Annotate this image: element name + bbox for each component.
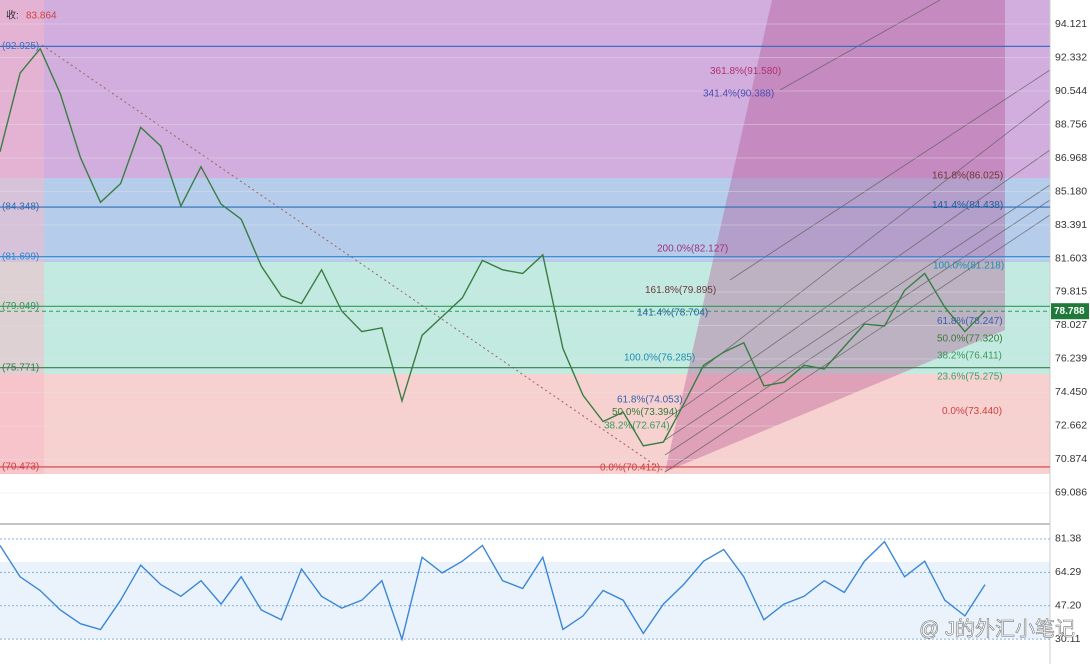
fib-label: 50.0%(77.320) <box>937 333 1003 344</box>
fib-label: 141.4%(78.704) <box>637 307 708 318</box>
y-tick-label: 86.968 <box>1055 152 1087 164</box>
y-tick-label: 94.121 <box>1055 18 1087 30</box>
fib-label: 38.2%(76.411) <box>937 350 1002 361</box>
fib-label: 100.0%(76.285) <box>624 353 695 364</box>
channel-line <box>664 184 1051 441</box>
fib-label: 161.8%(79.895) <box>645 285 716 296</box>
level-label: (70.473) <box>2 462 39 473</box>
zone <box>0 0 1050 178</box>
zone <box>0 178 1050 262</box>
header-label: 收: <box>6 9 19 22</box>
last-price-box <box>1051 303 1089 320</box>
fib-label: 38.2%(72.674) <box>604 420 670 431</box>
y-tick-label: 30.11 <box>1055 633 1081 645</box>
y-tick-label: 83.391 <box>1055 219 1087 231</box>
last-price-label: 78.788 <box>1054 306 1085 317</box>
fib-label: 341.4%(90.388) <box>703 89 774 100</box>
y-tick-label: 79.815 <box>1055 286 1087 298</box>
fib-label: 361.8%(91.580) <box>710 66 781 77</box>
fib-channel <box>665 0 1005 472</box>
y-tick-label: 78.027 <box>1055 319 1087 331</box>
y-tick-label: 76.239 <box>1055 353 1087 365</box>
channel-line <box>664 149 1051 421</box>
rsi-band <box>0 562 1050 639</box>
channel-line <box>779 0 941 91</box>
series-line <box>0 47 986 447</box>
y-tick-label: 88.756 <box>1055 118 1087 130</box>
y-tick-label: 72.662 <box>1055 420 1087 432</box>
fib-label: 23.6%(75.275) <box>937 372 1003 383</box>
channel-line <box>729 69 1051 281</box>
channel-line <box>664 214 1051 473</box>
channel-line <box>699 99 1051 371</box>
level-label: (79.049) <box>2 301 39 312</box>
fib-label: 0.0%(73.440) <box>942 406 1002 417</box>
y-tick-label: 47.20 <box>1055 599 1081 611</box>
trend-line <box>41 44 666 473</box>
backgrounds <box>0 0 1051 664</box>
fib-label: 141.4%(84.438) <box>932 200 1003 211</box>
level-label: (92.925) <box>2 41 39 52</box>
y-tick-label: 64.29 <box>1055 566 1081 578</box>
y-tick-label: 81.38 <box>1055 533 1081 545</box>
fib-label: 50.0%(73.394) <box>612 407 678 418</box>
y-tick-label: 69.086 <box>1055 487 1087 499</box>
level-label: (84.348) <box>2 202 39 213</box>
fib-label: 100.0%(81.218) <box>933 260 1004 271</box>
fib-label: 200.0%(82.127) <box>657 243 728 254</box>
watermark: @ J的外汇小笔记 <box>919 617 1075 640</box>
header-value: 83.864 <box>26 11 57 22</box>
zone <box>0 262 1050 374</box>
series-line <box>0 540 986 642</box>
level-label: (81.699) <box>2 251 39 262</box>
y-tick-label: 90.544 <box>1055 85 1087 97</box>
fib-label: 61.8%(78.247) <box>937 316 1003 327</box>
channel-line <box>664 199 1051 456</box>
level-label: (75.771) <box>2 362 39 373</box>
y-tick-label: 85.180 <box>1055 185 1087 197</box>
zone <box>0 0 44 474</box>
y-tick-label: 81.603 <box>1055 252 1087 264</box>
y-tick-label: 70.874 <box>1055 453 1087 465</box>
zone <box>0 374 1050 474</box>
fib-label: 161.8%(86.025) <box>932 170 1003 181</box>
y-tick-label: 74.450 <box>1055 386 1087 398</box>
fib-label: 0.0%(70.412) <box>600 463 660 474</box>
fib-label: 61.8%(74.053) <box>617 395 683 406</box>
y-tick-label: 92.332 <box>1055 51 1087 63</box>
